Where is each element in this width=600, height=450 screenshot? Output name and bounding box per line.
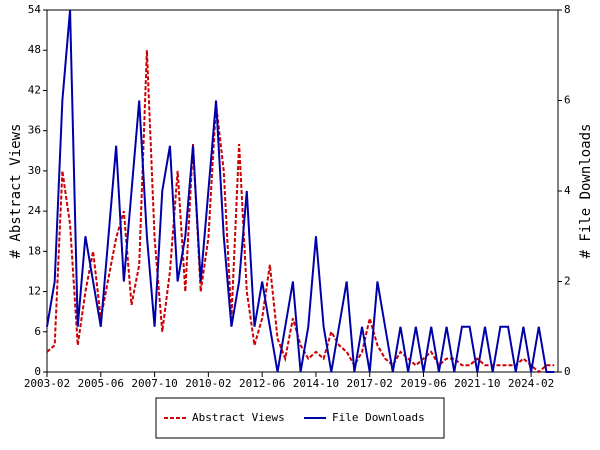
legend-box [155, 397, 445, 439]
y2-tick-label: 2 [564, 275, 571, 288]
x-tick-label: 2019-06 [400, 377, 446, 390]
plot-frame [46, 9, 559, 373]
x-tick-label: 2005-06 [78, 377, 124, 390]
y-tick-label: 48 [28, 43, 41, 56]
x-tick-label: 2021-10 [454, 377, 500, 390]
y-tick-label: 42 [28, 83, 41, 96]
y-tick-label: 6 [34, 325, 41, 338]
y-tick-label: 24 [28, 204, 42, 217]
y-tick-label: 30 [28, 164, 41, 177]
legend-label: File Downloads [332, 411, 425, 424]
series-line [46, 9, 555, 373]
y2-tick-label: 0 [564, 365, 571, 378]
y-tick-label: 0 [34, 365, 41, 378]
series-line [46, 50, 555, 374]
y-axis-label: # Abstract Views [8, 124, 24, 259]
x-tick-label: 2007-10 [131, 377, 177, 390]
x-tick-label: 2003-02 [24, 377, 70, 390]
y-tick-label: 36 [28, 124, 41, 137]
x-tick-label: 2010-02 [185, 377, 231, 390]
legend-label: Abstract Views [192, 411, 285, 424]
y2-tick-label: 4 [564, 184, 571, 197]
y2-axis-label: # File Downloads [578, 124, 594, 259]
y-tick-label: 54 [28, 3, 42, 16]
y-tick-label: 18 [28, 244, 41, 257]
y-tick-label: 12 [28, 285, 41, 298]
x-tick-label: 2014-10 [293, 377, 339, 390]
y2-tick-label: 8 [564, 3, 571, 16]
y2-tick-label: 6 [564, 94, 571, 107]
x-tick-label: 2017-02 [347, 377, 393, 390]
x-tick-label: 2024-02 [508, 377, 554, 390]
x-tick-label: 2012-06 [239, 377, 285, 390]
